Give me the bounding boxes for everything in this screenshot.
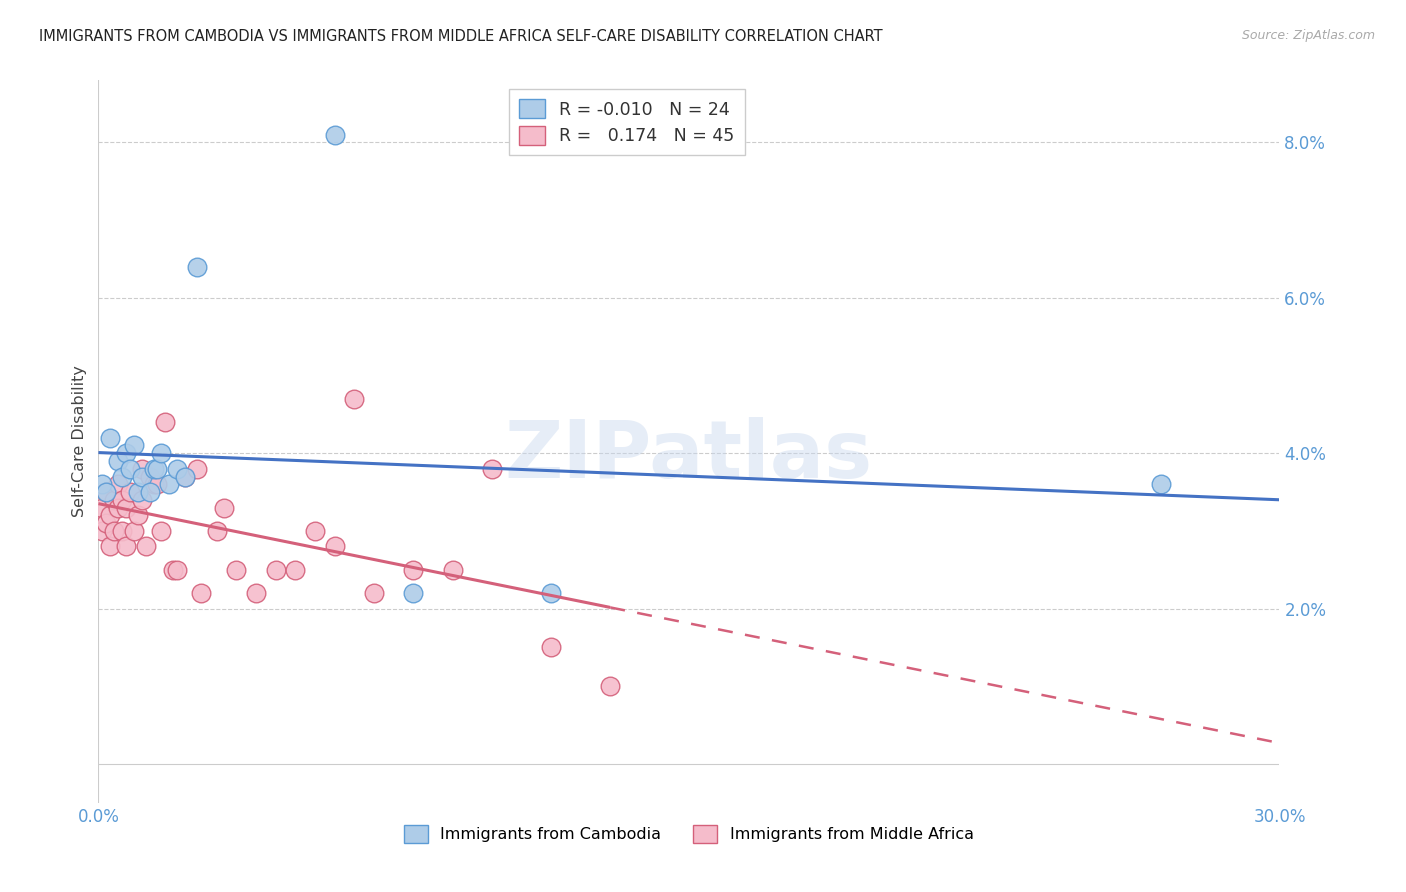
Point [131, 461, 153, 475]
Point [115, 446, 138, 460]
Point [540, 640, 562, 655]
Point [111, 469, 134, 483]
Point [111, 524, 134, 538]
Point [205, 524, 228, 538]
Point [135, 540, 157, 554]
Point [146, 461, 169, 475]
Point [146, 477, 169, 491]
Point [111, 492, 134, 507]
Point [363, 586, 385, 600]
Point [264, 563, 287, 577]
Point [118, 485, 141, 500]
Point [107, 500, 129, 515]
Point [284, 563, 307, 577]
Text: ZIPatlas: ZIPatlas [505, 417, 873, 495]
Point [98, 540, 121, 554]
Point [323, 540, 346, 554]
Point [96, 485, 118, 500]
Point [107, 477, 129, 491]
Point [150, 524, 173, 538]
Point [122, 438, 145, 452]
Point [131, 469, 153, 483]
Point [323, 128, 346, 142]
Point [304, 524, 326, 538]
Point [91, 524, 114, 538]
Point [131, 492, 153, 507]
Point [98, 508, 121, 523]
Point [127, 508, 149, 523]
Point [142, 477, 165, 491]
Point [599, 679, 621, 693]
Point [225, 563, 247, 577]
Point [107, 454, 129, 468]
Point [118, 461, 141, 475]
Point [245, 586, 267, 600]
Point [138, 485, 160, 500]
Point [150, 446, 173, 460]
Point [441, 563, 464, 577]
Point [103, 524, 125, 538]
Point [155, 415, 177, 429]
Point [190, 586, 212, 600]
Point [98, 431, 121, 445]
Point [166, 563, 188, 577]
Point [96, 516, 118, 530]
Text: IMMIGRANTS FROM CAMBODIA VS IMMIGRANTS FROM MIDDLE AFRICA SELF-CARE DISABILITY C: IMMIGRANTS FROM CAMBODIA VS IMMIGRANTS F… [39, 29, 883, 44]
Point [138, 469, 160, 483]
Point [186, 461, 208, 475]
Point [127, 485, 149, 500]
Point [142, 461, 165, 475]
Point [91, 500, 114, 515]
Point [174, 469, 197, 483]
Point [157, 477, 180, 491]
Point [91, 477, 114, 491]
Point [122, 524, 145, 538]
Point [1150, 477, 1173, 491]
Point [402, 563, 425, 577]
Point [186, 260, 208, 274]
Point [540, 586, 562, 600]
Point [174, 469, 197, 483]
Point [343, 392, 366, 406]
Point [481, 461, 503, 475]
Point [166, 461, 188, 475]
Point [96, 485, 118, 500]
Point [402, 586, 425, 600]
Point [115, 540, 138, 554]
Point [115, 500, 138, 515]
Point [103, 492, 125, 507]
Point [214, 500, 236, 515]
Point [162, 563, 184, 577]
Y-axis label: Self-Care Disability: Self-Care Disability [72, 366, 87, 517]
Legend: Immigrants from Cambodia, Immigrants from Middle Africa: Immigrants from Cambodia, Immigrants fro… [398, 819, 980, 849]
Text: Source: ZipAtlas.com: Source: ZipAtlas.com [1241, 29, 1375, 42]
